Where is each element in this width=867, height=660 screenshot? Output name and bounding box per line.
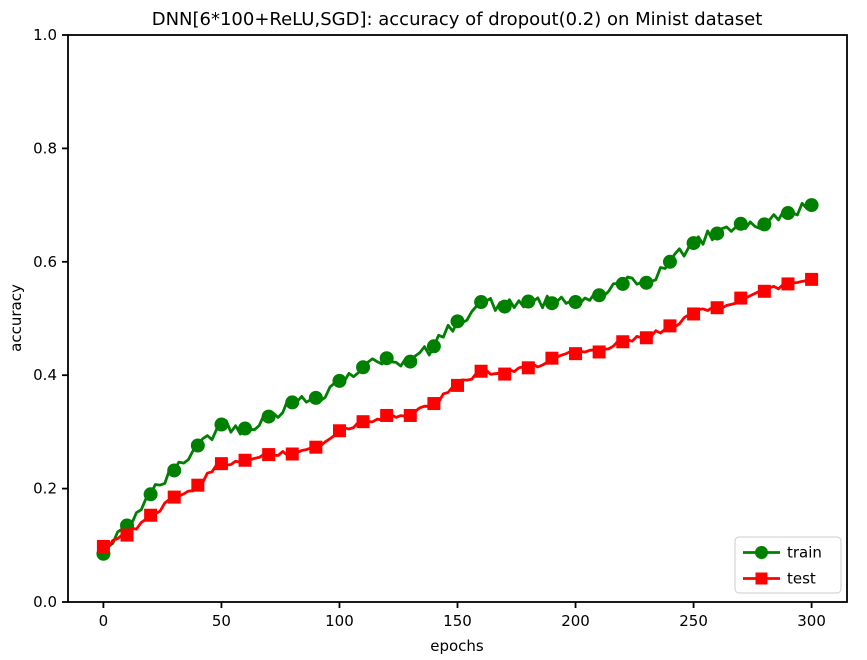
train-marker bbox=[474, 295, 489, 310]
y-axis-label: accuracy bbox=[7, 284, 25, 352]
train-marker bbox=[143, 487, 158, 502]
y-tick-label: 1.0 bbox=[33, 26, 57, 44]
test-marker bbox=[262, 448, 276, 462]
test-marker bbox=[474, 364, 488, 378]
test-marker bbox=[687, 307, 701, 321]
test-marker bbox=[427, 397, 441, 411]
x-tick-label: 200 bbox=[561, 612, 590, 630]
legend-train-marker-icon bbox=[755, 546, 768, 559]
legend-test-marker-icon bbox=[755, 572, 768, 585]
chart-title: DNN[6*100+ReLU,SGD]: accuracy of dropout… bbox=[152, 9, 763, 30]
x-tick-label: 50 bbox=[212, 612, 231, 630]
test-marker bbox=[167, 490, 181, 504]
test-marker bbox=[757, 284, 771, 298]
x-tick-label: 250 bbox=[679, 612, 708, 630]
test-marker bbox=[734, 291, 748, 305]
test-marker bbox=[332, 424, 346, 438]
test-marker bbox=[238, 453, 252, 467]
train-marker bbox=[544, 296, 559, 311]
test-marker bbox=[498, 367, 512, 381]
train-marker bbox=[568, 295, 583, 310]
y-tick-label: 0.0 bbox=[33, 593, 57, 611]
test-marker bbox=[214, 457, 228, 471]
test-marker bbox=[616, 335, 630, 349]
train-marker bbox=[450, 314, 465, 329]
test-marker bbox=[569, 347, 583, 361]
y-tick-label: 0.2 bbox=[33, 480, 57, 498]
train-marker bbox=[615, 276, 630, 291]
train-marker bbox=[332, 373, 347, 388]
test-marker bbox=[781, 277, 795, 291]
train-marker bbox=[686, 236, 701, 251]
train-marker bbox=[308, 390, 323, 405]
train-marker bbox=[592, 288, 607, 303]
test-marker bbox=[380, 408, 394, 422]
train-marker bbox=[733, 216, 748, 231]
test-marker bbox=[710, 301, 724, 315]
train-marker bbox=[780, 206, 795, 221]
train-marker bbox=[403, 354, 418, 369]
y-tick-label: 0.8 bbox=[33, 139, 57, 157]
test-marker bbox=[663, 319, 677, 333]
test-marker bbox=[120, 528, 134, 542]
test-marker bbox=[592, 345, 606, 359]
test-marker bbox=[451, 378, 464, 392]
train-marker bbox=[238, 421, 253, 436]
train-marker bbox=[261, 409, 276, 424]
train-marker bbox=[285, 395, 300, 410]
train-marker bbox=[639, 275, 654, 290]
x-tick-label: 150 bbox=[443, 612, 472, 630]
series-test bbox=[96, 272, 819, 553]
train-marker bbox=[662, 254, 677, 269]
test-marker bbox=[639, 331, 653, 345]
train-marker bbox=[356, 360, 371, 375]
train-line bbox=[102, 201, 813, 556]
series-train bbox=[96, 198, 819, 561]
train-marker bbox=[710, 226, 725, 241]
x-tick-label: 100 bbox=[325, 612, 354, 630]
train-marker bbox=[757, 217, 772, 232]
train-marker bbox=[497, 299, 512, 314]
test-marker bbox=[285, 447, 299, 461]
train-marker bbox=[521, 294, 536, 309]
y-tick-label: 0.4 bbox=[33, 366, 57, 384]
train-marker bbox=[190, 438, 205, 453]
test-marker bbox=[96, 539, 110, 553]
axes-frame: 0 50 100 150 200 250 300 0.0 0.2 0.4 0.6 0.8 1.0 bbox=[33, 26, 848, 630]
x-tick-label: 300 bbox=[797, 612, 826, 630]
test-marker bbox=[805, 272, 819, 286]
test-marker bbox=[545, 351, 559, 365]
test-marker bbox=[403, 408, 417, 422]
legend-label-train: train bbox=[787, 544, 822, 562]
train-marker bbox=[426, 339, 441, 354]
legend: train test bbox=[734, 536, 842, 594]
x-axis-label: epochs bbox=[430, 637, 484, 655]
train-marker bbox=[804, 198, 819, 213]
test-marker bbox=[521, 361, 535, 375]
test-marker bbox=[309, 440, 323, 454]
train-marker bbox=[379, 351, 394, 366]
legend-label-test: test bbox=[787, 570, 816, 588]
test-marker bbox=[144, 508, 158, 522]
x-tick-label: 0 bbox=[99, 612, 109, 630]
y-tick-label: 0.6 bbox=[33, 253, 57, 271]
data-series bbox=[96, 198, 819, 561]
train-marker bbox=[214, 417, 229, 432]
test-marker bbox=[356, 415, 370, 429]
test-marker bbox=[191, 478, 205, 492]
train-marker bbox=[167, 463, 182, 478]
